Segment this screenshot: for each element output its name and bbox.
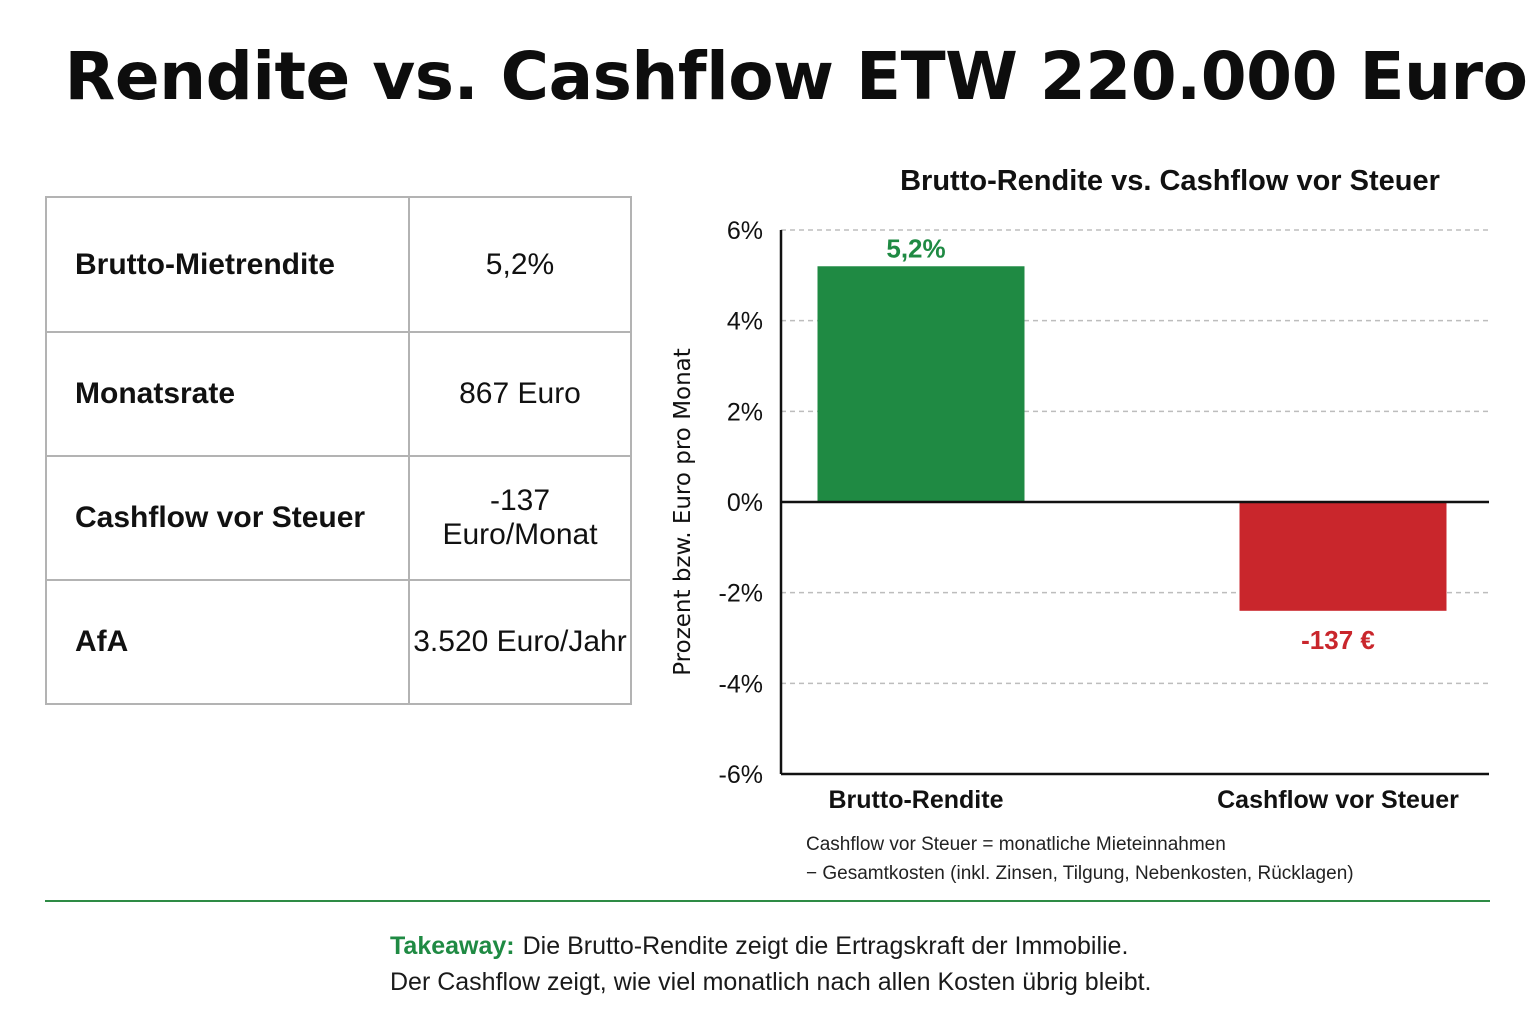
row-label-afa: AfA — [45, 579, 410, 705]
table-row: Monatsrate 867 Euro — [45, 331, 632, 457]
y-tick-label: 0% — [727, 489, 763, 517]
data-label: -137 € — [1301, 625, 1375, 655]
table-row: Brutto-Mietrendite 5,2% — [45, 196, 632, 333]
row-label-cashflow: Cashflow vor Steuer — [45, 455, 410, 581]
y-tick-label: 4% — [727, 308, 763, 336]
row-label-monatsrate: Monatsrate — [45, 331, 410, 457]
y-axis-label: Prozent bzw. Euro pro Monat — [670, 348, 696, 676]
formula-note: Cashflow vor Steuer = monatliche Mietein… — [806, 830, 1354, 888]
divider — [45, 900, 1490, 902]
row-value-brutto-mietrendite: 5,2% — [408, 196, 632, 333]
row-label-brutto-mietrendite: Brutto-Mietrendite — [45, 196, 410, 333]
kpi-table: Brutto-Mietrendite 5,2% Monatsrate 867 E… — [45, 196, 632, 705]
bar-cashflow — [1239, 502, 1447, 611]
takeaway-label: Takeaway: — [390, 932, 515, 960]
x-tick-label: Cashflow vor Steuer — [1217, 786, 1459, 814]
y-tick-label: -6% — [719, 761, 763, 789]
takeaway: Takeaway: Die Brutto-Rendite zeigt die Er… — [390, 928, 1152, 1000]
table-row: AfA 3.520 Euro/Jahr — [45, 579, 632, 705]
bar-chart: Brutto-Rendite vs. Cashflow vor Steuer 6%… — [670, 165, 1489, 814]
takeaway-line-1: Takeaway: Die Brutto-Rendite zeigt die Er… — [390, 928, 1152, 964]
y-tick-label: -2% — [719, 580, 763, 608]
x-tick-label: Brutto-Rendite — [829, 786, 1004, 814]
y-tick-label: 6% — [727, 217, 763, 245]
table-row: Cashflow vor Steuer -137 Euro/Monat — [45, 455, 632, 581]
data-label: 5,2% — [886, 233, 945, 263]
row-value-afa: 3.520 Euro/Jahr — [408, 579, 632, 705]
y-tick-label: -4% — [719, 670, 763, 698]
row-value-monatsrate: 867 Euro — [408, 331, 632, 457]
bar-brutto-rendite — [817, 266, 1025, 502]
takeaway-text-1: Die Brutto-Rendite zeigt die Ertragskraf… — [522, 932, 1129, 960]
page-title: Rendite vs. Cashflow ETW 220.000 Euro — [64, 38, 1528, 115]
formula-line-2: − Gesamtkosten (inkl. Zinsen, Tilgung, N… — [806, 863, 1354, 884]
row-value-cashflow: -137 Euro/Monat — [408, 455, 632, 581]
chart-title: Brutto-Rendite vs. Cashflow vor Steuer — [900, 165, 1440, 197]
y-tick-label: 2% — [727, 398, 763, 426]
formula-line-1: Cashflow vor Steuer = monatliche Mietein… — [806, 834, 1226, 855]
takeaway-text-2: Der Cashflow zeigt, wie viel monatlich n… — [390, 968, 1152, 996]
